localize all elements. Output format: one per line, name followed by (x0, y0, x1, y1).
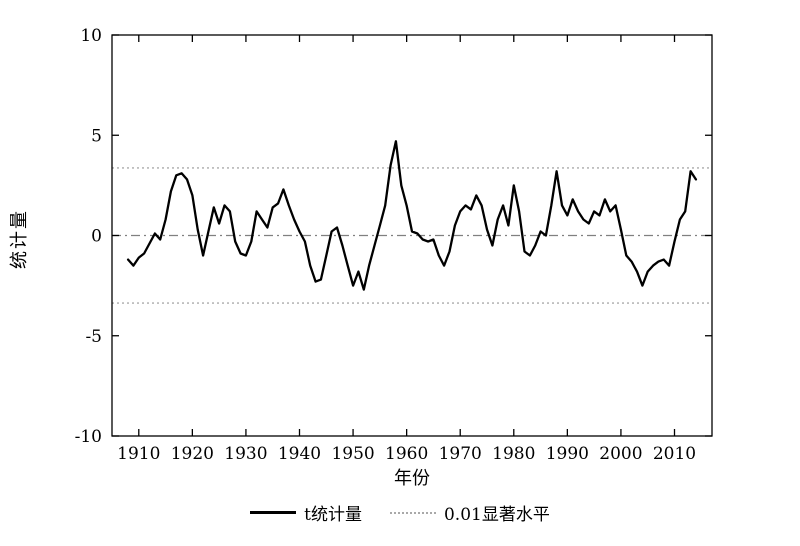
x-tick-label: 1960 (385, 444, 428, 462)
legend-item-t-statistic: t统计量 (250, 500, 362, 525)
x-tick-label: 1990 (546, 444, 589, 462)
t-statistic-line (126, 140, 698, 291)
x-tick-label: 1970 (439, 444, 482, 462)
x-tick-label: 2010 (653, 444, 696, 462)
x-tick-label: 1980 (492, 444, 535, 462)
legend-item-significance: 0.01显著水平 (389, 500, 550, 525)
x-tick-label: 1930 (224, 444, 267, 462)
y-axis-label: 统计量 (9, 209, 30, 269)
x-tick-label: 1910 (117, 444, 160, 462)
legend-label-t-statistic: t统计量 (304, 505, 362, 525)
x-tick-label: 1920 (171, 444, 214, 462)
y-tick-label: -5 (85, 327, 102, 347)
y-tick-label: 0 (91, 227, 102, 247)
y-tick-label: 10 (80, 26, 102, 46)
x-tick-label: 2000 (599, 444, 642, 462)
legend-label-significance: 0.01显著水平 (443, 505, 550, 525)
x-axis-label: 年份 (394, 468, 430, 489)
solid-line-sample (250, 511, 297, 514)
y-tick-label: 5 (91, 126, 102, 146)
y-tick-label: -10 (75, 427, 102, 447)
x-tick-label: 1940 (278, 444, 321, 462)
legend: t统计量 0.01显著水平 (0, 500, 800, 525)
plot-area: -10 -5 0 5 10 1910 1920 1930 1940 1950 1960 1970 198… (75, 26, 713, 462)
dotted-line-sample (389, 511, 436, 514)
x-tick-label: 1950 (331, 444, 374, 462)
